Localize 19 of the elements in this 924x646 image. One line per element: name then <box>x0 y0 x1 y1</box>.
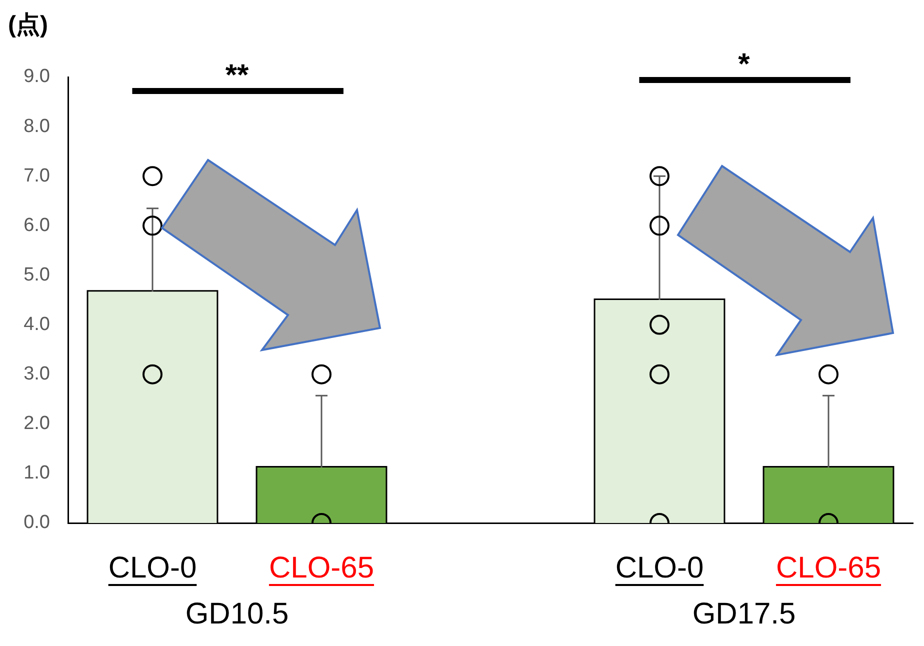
y-tick-label: 6.0 <box>24 214 50 236</box>
y-axis-title: (点) <box>8 12 48 39</box>
y-tick-label: 2.0 <box>24 413 50 434</box>
text: GD17.5 <box>692 597 796 630</box>
y-tick-label: 0.0 <box>24 512 50 534</box>
y-tick-label: 4.0 <box>24 314 50 336</box>
x-tick-label: CLO-65 <box>776 551 882 584</box>
annotation: ** <box>225 59 249 92</box>
y-tick-label: 8.0 <box>24 116 50 137</box>
y-tick-label: 9.0 <box>24 66 50 88</box>
y-tick-label: 3.0 <box>24 364 50 385</box>
x-tick-label: CLO-0 <box>108 551 197 584</box>
annotation: * <box>738 48 750 81</box>
y-tick-label: 1.0 <box>24 462 50 484</box>
text: GD10.5 <box>185 597 289 630</box>
x-tick-label: CLO-0 <box>615 551 704 584</box>
y-tick-label: 7.0 <box>24 165 50 186</box>
y-tick-label: 5.0 <box>24 264 50 286</box>
x-tick-label: CLO-65 <box>268 551 374 584</box>
